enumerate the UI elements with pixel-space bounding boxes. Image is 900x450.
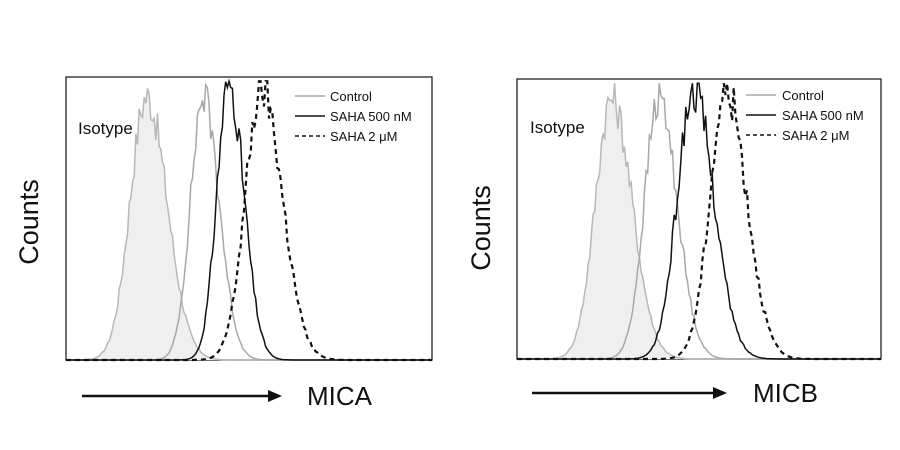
series-fill-isotype xyxy=(517,83,881,359)
series-fill-isotype xyxy=(66,88,432,361)
x-axis-label: MICA xyxy=(307,381,373,411)
x-axis-arrow-head xyxy=(268,390,282,402)
legend-label-saha-2um: SAHA 2 μM xyxy=(330,129,397,144)
histogram-curves xyxy=(66,78,432,362)
micb-panel: Counts Isotype Control SAHA 500 nM SAHA … xyxy=(450,0,900,450)
legend-label-control: Control xyxy=(782,88,824,103)
isotype-label: Isotype xyxy=(530,118,585,137)
legend-label-control: Control xyxy=(330,89,372,104)
x-axis-label: MICB xyxy=(753,378,818,408)
series-line-saha-500-nm xyxy=(517,82,881,360)
y-axis-label: Counts xyxy=(14,179,44,265)
histogram-curves xyxy=(517,82,881,361)
isotype-label: Isotype xyxy=(78,119,133,138)
plot-frame xyxy=(516,78,882,360)
legend-label-saha-500nm: SAHA 500 nM xyxy=(330,109,412,124)
series-line-saha-500-nm xyxy=(66,78,432,361)
mica-panel: Counts Isotype Control SAHA 500 nM SAHA … xyxy=(14,76,433,411)
legend: Control SAHA 500 nM SAHA 2 μM xyxy=(295,89,412,144)
y-axis-label: Counts xyxy=(466,185,496,271)
legend-label-saha-500nm: SAHA 500 nM xyxy=(782,108,864,123)
series-line-saha-2-m xyxy=(66,80,432,362)
micb-histogram-chart: Counts Isotype Control SAHA 500 nM SAHA … xyxy=(466,78,882,408)
x-axis-arrow-head xyxy=(713,387,727,399)
legend: Control SAHA 500 nM SAHA 2 μM xyxy=(746,88,864,143)
legend-label-saha-2um: SAHA 2 μM xyxy=(782,128,849,143)
mica-histogram-chart: Counts Isotype Control SAHA 500 nM SAHA … xyxy=(14,76,433,411)
